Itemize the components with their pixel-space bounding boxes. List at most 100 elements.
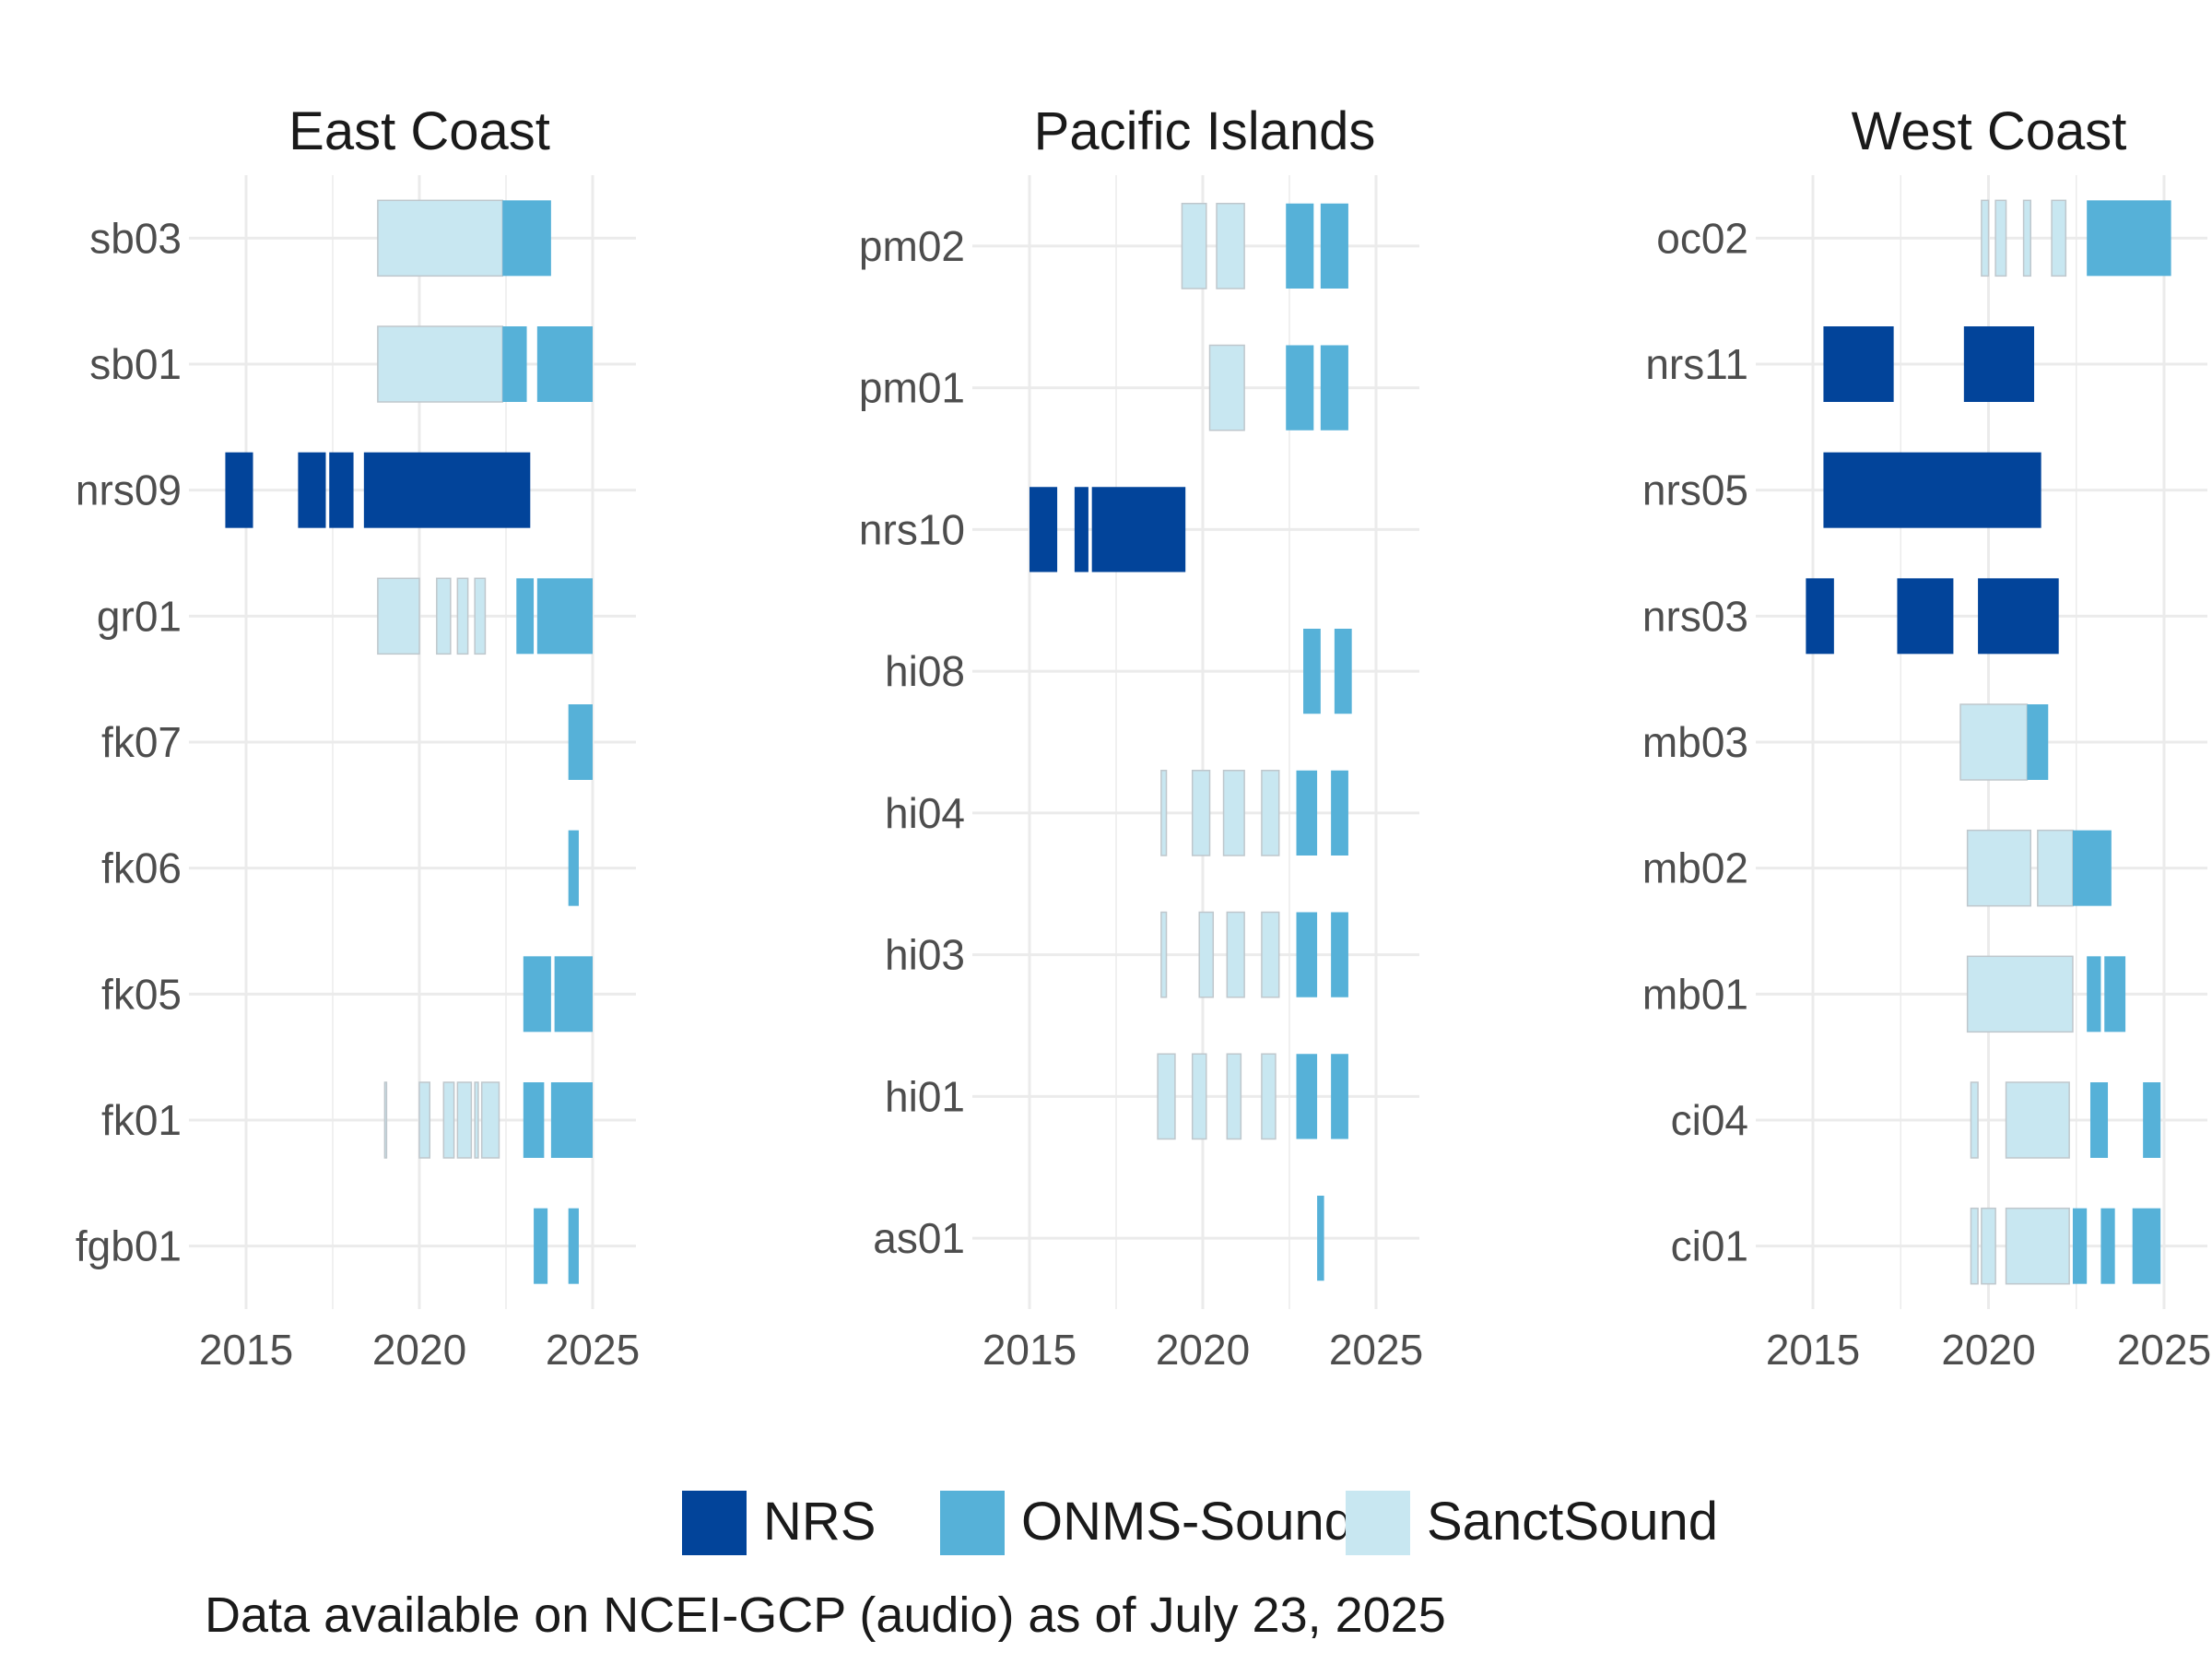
timeline-segment-hi01 bbox=[1191, 1053, 1207, 1140]
timeline-segment-nrs09 bbox=[298, 452, 326, 528]
timeline-segment-sb03 bbox=[377, 199, 503, 277]
timeline-segment-fk01 bbox=[474, 1081, 479, 1159]
x-tick-label: 2015 bbox=[199, 1326, 293, 1374]
timeline-segment-gr01 bbox=[456, 577, 469, 655]
legend-swatch bbox=[940, 1491, 1005, 1555]
timeline-segment-oc02 bbox=[1994, 199, 2007, 277]
legend-label: ONMS-Sound bbox=[1021, 1492, 1354, 1552]
facet-panel: Pacific Islands pm02 pm01 nrs10 hi08 hi04 hi03… bbox=[859, 101, 1423, 1374]
legend-item: ONMS-Sound bbox=[940, 1491, 1354, 1555]
timeline-segment-hi01 bbox=[1261, 1053, 1277, 1140]
site-label: ci01 bbox=[1671, 1222, 1748, 1270]
timeline-segment-gr01 bbox=[536, 578, 593, 655]
timeline-segment-ci04 bbox=[2143, 1082, 2161, 1158]
x-tick-label: 2025 bbox=[546, 1326, 640, 1374]
timeline-segment-gr01 bbox=[474, 577, 487, 655]
timeline-segment-nrs10 bbox=[1074, 487, 1088, 572]
x-tick-label: 2015 bbox=[1766, 1326, 1860, 1374]
site-label: fk06 bbox=[101, 844, 182, 892]
site-label: nrs11 bbox=[1645, 340, 1748, 388]
timeline-segment-hi01 bbox=[1296, 1054, 1318, 1139]
timeline-segment-fk01 bbox=[383, 1081, 388, 1159]
site-label: hi08 bbox=[885, 647, 965, 695]
timeline-segment-fk01 bbox=[418, 1081, 431, 1159]
timeline-segment-mb02 bbox=[2037, 829, 2074, 907]
site-label: hi04 bbox=[885, 789, 965, 837]
site-label: as01 bbox=[873, 1214, 965, 1262]
timeline-segment-ci01 bbox=[2100, 1208, 2115, 1284]
timeline-segment-nrs03 bbox=[1806, 578, 1834, 655]
site-label: nrs09 bbox=[76, 466, 182, 514]
timeline-segment-fk05 bbox=[523, 956, 551, 1033]
timeline-segment-hi04 bbox=[1331, 770, 1348, 856]
timeline-segment-hi03 bbox=[1160, 911, 1168, 998]
timeline-segment-hi04 bbox=[1191, 770, 1211, 856]
x-tick-label: 2020 bbox=[1941, 1326, 2035, 1374]
timeline-segment-nrs03 bbox=[1978, 578, 2059, 655]
timeline-segment-sb01 bbox=[377, 325, 503, 403]
timeline-segment-as01 bbox=[1317, 1196, 1324, 1281]
timeline-segment-ci01 bbox=[1981, 1207, 1996, 1285]
timeline-segment-mb03 bbox=[2027, 704, 2049, 780]
timeline-segment-ci04 bbox=[2005, 1081, 2070, 1159]
facet-title: East Coast bbox=[288, 101, 550, 161]
facet-title: West Coast bbox=[1852, 101, 2127, 161]
timeline-segment-ci01 bbox=[2005, 1207, 2070, 1285]
x-tick-label: 2020 bbox=[1156, 1326, 1250, 1374]
timeline-segment-mb02 bbox=[1966, 829, 2031, 907]
timeline-segment-ci01 bbox=[2132, 1208, 2161, 1284]
timeline-segment-fk05 bbox=[554, 956, 593, 1033]
timeline-segment-oc02 bbox=[2051, 199, 2067, 277]
timeline-segment-nrs09 bbox=[363, 452, 531, 528]
facet-title: Pacific Islands bbox=[1034, 101, 1376, 161]
timeline-segment-pm02 bbox=[1286, 203, 1314, 289]
timeline-segment-ci01 bbox=[1970, 1207, 1979, 1285]
timeline-segment-mb01 bbox=[2104, 956, 2126, 1033]
timeline-segment-ci04 bbox=[2089, 1082, 2109, 1158]
timeline-segment-gr01 bbox=[516, 578, 535, 655]
legend-label: SanctSound bbox=[1427, 1492, 1718, 1552]
site-label: fk05 bbox=[101, 970, 182, 1018]
timeline-segment-gr01 bbox=[377, 577, 420, 655]
timeline-segment-mb01 bbox=[1966, 955, 2074, 1033]
timeline-segment-sb01 bbox=[502, 326, 527, 402]
site-label: hi03 bbox=[885, 931, 965, 979]
site-label: fk07 bbox=[101, 718, 182, 766]
timeline-segment-fk01 bbox=[480, 1081, 500, 1159]
timeline-segment-gr01 bbox=[436, 577, 452, 655]
site-label: nrs05 bbox=[1642, 466, 1748, 514]
legend-swatch bbox=[1346, 1491, 1410, 1555]
timeline-segment-pm01 bbox=[1208, 344, 1245, 431]
timeline-segment-mb03 bbox=[1959, 703, 2029, 781]
timeline-segment-nrs09 bbox=[225, 452, 253, 528]
timeline-segment-hi01 bbox=[1157, 1053, 1176, 1140]
site-label: mb01 bbox=[1642, 970, 1748, 1018]
site-label: oc02 bbox=[1656, 214, 1748, 262]
timeline-segment-hi03 bbox=[1261, 911, 1280, 998]
site-label: nrs10 bbox=[859, 505, 965, 553]
timeline-segment-hi04 bbox=[1296, 770, 1318, 856]
site-label: hi01 bbox=[885, 1072, 965, 1120]
caption: Data available on NCEI-GCP (audio) as of… bbox=[205, 1587, 1446, 1643]
legend-item: SanctSound bbox=[1346, 1491, 1718, 1555]
facet-panel: West Coast oc02 nrs11 nrs05 nrs03 mb03 mb02 mb0… bbox=[1642, 101, 2211, 1374]
timeline-segment-hi08 bbox=[1303, 629, 1321, 714]
timeline-segment-fk07 bbox=[568, 704, 593, 780]
timeline-segment-pm02 bbox=[1216, 203, 1245, 289]
site-label: sb03 bbox=[89, 214, 182, 262]
timeline-segment-mb01 bbox=[2087, 956, 2101, 1033]
site-label: fk01 bbox=[101, 1096, 182, 1144]
site-label: mb02 bbox=[1642, 844, 1748, 892]
timeline-segment-mb02 bbox=[2072, 830, 2112, 906]
timeline-segment-sb01 bbox=[536, 326, 593, 402]
timeline-segment-pm01 bbox=[1286, 345, 1314, 431]
timeline-segment-fk01 bbox=[442, 1081, 455, 1159]
legend: NRS ONMS-Sound SanctSound bbox=[682, 1491, 1718, 1555]
timeline-segment-hi03 bbox=[1198, 911, 1215, 998]
timeline-segment-pm02 bbox=[1181, 203, 1207, 289]
site-label: gr01 bbox=[97, 592, 182, 640]
timeline-segment-sb03 bbox=[502, 200, 551, 277]
timeline-segment-hi03 bbox=[1331, 912, 1348, 997]
